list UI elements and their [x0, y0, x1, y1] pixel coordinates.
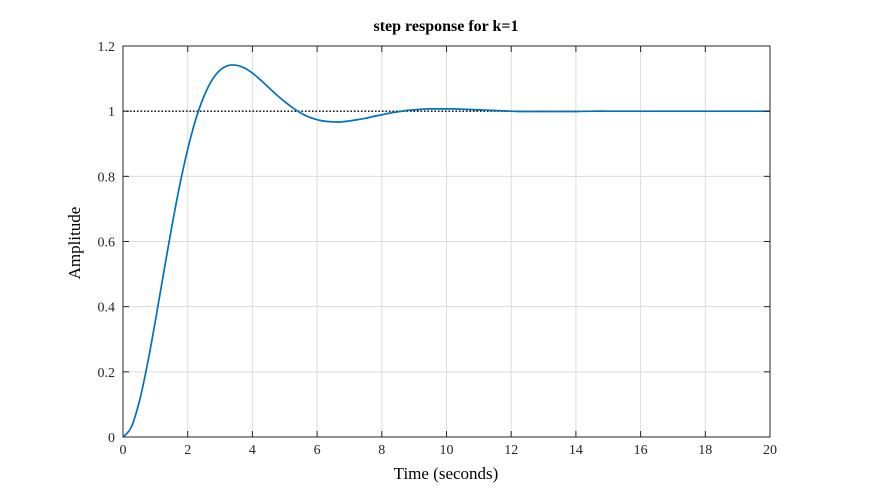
- x-axis-label: Time (seconds): [394, 464, 499, 483]
- y-tick-label: 1.2: [98, 40, 116, 55]
- y-tick-label: 0.2: [98, 366, 116, 381]
- x-tick-label: 20: [763, 443, 777, 458]
- x-tick-label: 8: [378, 443, 385, 458]
- y-tick-label: 0.6: [98, 236, 116, 251]
- x-tick-label: 18: [698, 443, 712, 458]
- step-response-line: [122, 64, 770, 438]
- y-axis-label: Amplitude: [65, 207, 84, 280]
- ticks: 0 2 4 6 8 10 12 14 16 18 20 0 0.2 0.4 0.6 0.8 1 1.2: [98, 40, 778, 458]
- x-tick-label: 6: [314, 443, 321, 458]
- y-tick-label: 0.4: [98, 301, 116, 316]
- x-tick-label: 16: [634, 443, 648, 458]
- x-tick-label: 14: [569, 443, 583, 458]
- x-tick-label: 10: [440, 443, 454, 458]
- x-tick-label: 0: [120, 443, 127, 458]
- series-group: [122, 64, 770, 438]
- x-tick-label: 4: [249, 443, 256, 458]
- x-tick-label: 12: [504, 443, 518, 458]
- x-tick-label: 2: [184, 443, 191, 458]
- chart-title: step response for k=1: [374, 18, 519, 35]
- y-tick-label: 1: [108, 105, 115, 120]
- y-tick-label: 0.8: [98, 170, 116, 185]
- y-tick-label: 0: [108, 431, 115, 446]
